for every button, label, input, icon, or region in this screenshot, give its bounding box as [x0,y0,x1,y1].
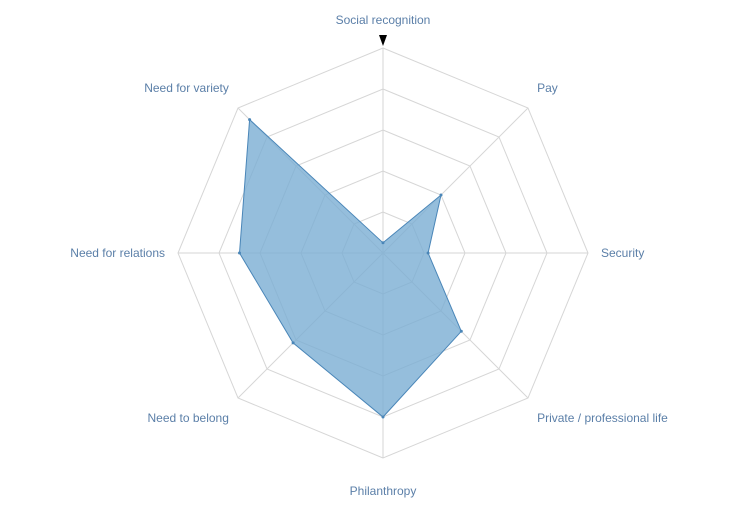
data-point-4 [381,415,385,419]
data-point-6 [238,251,241,255]
axis-labels: Social recognition Pay Security Private / p… [70,13,668,498]
axis-label-1: Pay [537,81,558,95]
data-point-2 [426,251,430,255]
series-area-0 [238,118,462,418]
axis-pointer-icon [379,35,387,46]
data-point-1 [439,193,443,197]
radar-series [238,118,463,419]
axis-label-5: Need to belong [147,411,228,425]
axis-label-0: Social recognition [336,13,431,27]
axis-label-6: Need for relations [70,246,165,260]
data-point-3 [459,329,463,333]
data-point-0 [381,241,385,245]
axis-label-2: Security [601,246,644,260]
data-point-7 [248,118,252,122]
data-point-5 [291,341,295,345]
axis-label-4: Philanthropy [350,484,417,498]
axis-label-3: Private / professional life [537,411,668,425]
axis-label-7: Need for variety [144,81,229,95]
